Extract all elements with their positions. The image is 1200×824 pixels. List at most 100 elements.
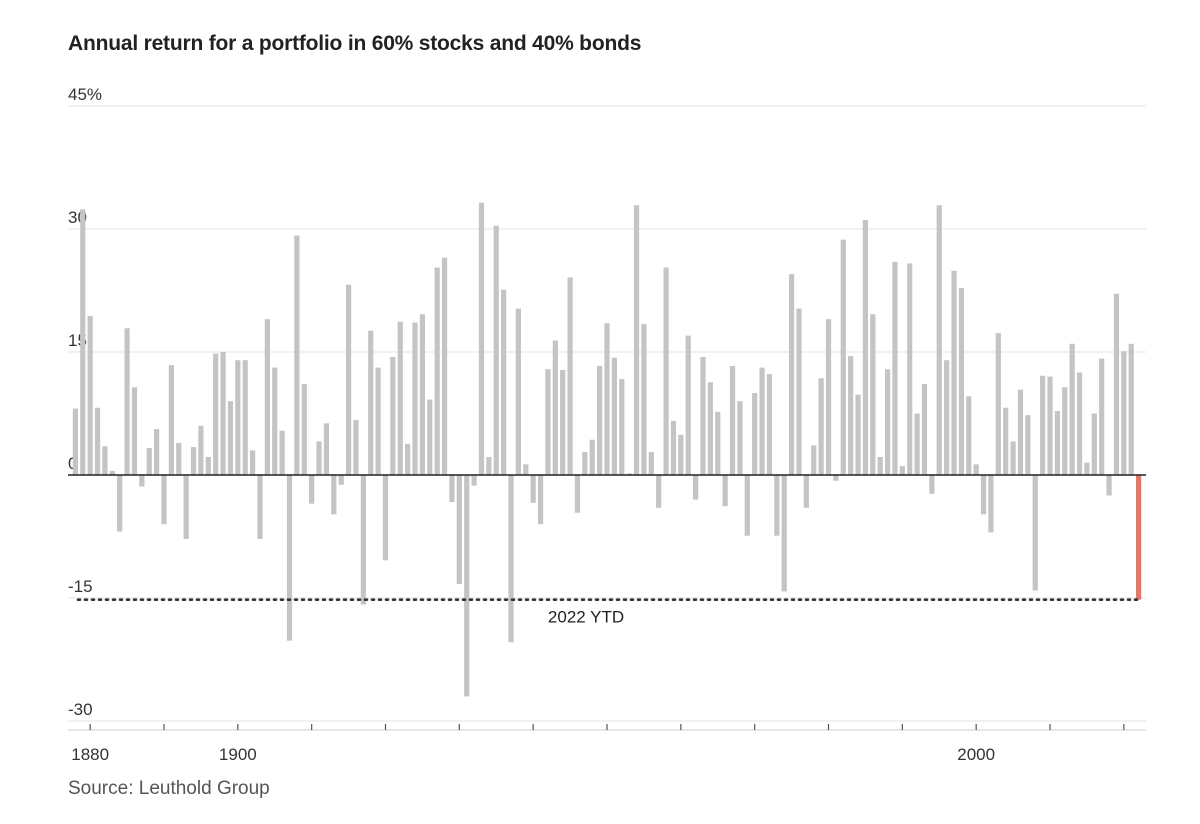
bar xyxy=(737,401,743,475)
bar xyxy=(434,267,440,475)
bar xyxy=(1113,293,1120,475)
bar xyxy=(944,360,950,475)
bar xyxy=(752,393,758,475)
x-tick-label: 1880 xyxy=(71,745,109,764)
bar xyxy=(825,319,832,475)
bar xyxy=(781,475,787,592)
bar xyxy=(907,263,913,475)
bar xyxy=(176,443,182,475)
bar xyxy=(545,369,551,475)
x-axis-labels: 1880 1900 2000 xyxy=(71,745,995,764)
reference-line-group: 2022 YTD xyxy=(76,598,1144,627)
bar xyxy=(72,408,78,475)
bar xyxy=(862,219,869,475)
bar xyxy=(515,308,521,475)
bar xyxy=(766,374,773,475)
bar xyxy=(929,475,935,494)
bar xyxy=(855,394,861,475)
bar xyxy=(892,261,898,475)
bar xyxy=(729,365,736,475)
bar xyxy=(456,475,462,585)
bar xyxy=(833,475,839,481)
bar xyxy=(427,399,433,475)
y-tick-label: 45% xyxy=(68,85,102,104)
bar xyxy=(619,379,625,475)
bar xyxy=(648,452,654,475)
bar xyxy=(279,430,285,475)
bar xyxy=(818,378,824,475)
bar xyxy=(744,475,750,536)
bar xyxy=(198,425,204,475)
bar xyxy=(589,439,595,475)
bar xyxy=(611,357,617,475)
bar xyxy=(183,475,189,539)
bar xyxy=(493,225,499,475)
bar xyxy=(242,360,248,475)
bar xyxy=(1069,343,1075,475)
bar xyxy=(523,464,529,475)
bar xyxy=(80,209,86,475)
bar xyxy=(345,284,352,475)
bar xyxy=(390,356,396,475)
bar xyxy=(626,473,632,475)
bar xyxy=(537,475,544,525)
bar xyxy=(294,235,300,475)
bar xyxy=(205,456,211,475)
bar xyxy=(715,411,721,475)
bar xyxy=(560,370,566,475)
bar xyxy=(693,475,699,500)
bar xyxy=(109,470,115,475)
bar xyxy=(117,475,123,532)
bar xyxy=(1054,411,1060,475)
bar xyxy=(707,382,713,475)
bar xyxy=(87,315,93,475)
bar xyxy=(774,475,780,536)
bar xyxy=(161,475,167,525)
bar xyxy=(131,387,138,475)
bar xyxy=(375,367,381,475)
bar xyxy=(840,239,846,475)
bar xyxy=(1010,441,1016,475)
bar xyxy=(190,447,197,475)
bar xyxy=(227,401,234,475)
bar xyxy=(567,277,573,475)
bar xyxy=(796,308,802,475)
bar xyxy=(848,356,854,475)
bar xyxy=(501,289,507,475)
bar xyxy=(552,340,558,475)
bar xyxy=(663,267,669,475)
bar xyxy=(331,475,337,515)
bar xyxy=(139,475,145,487)
bar xyxy=(449,475,455,503)
source-note: Source: Leuthold Group xyxy=(68,778,270,799)
bar xyxy=(884,369,891,475)
bar xyxy=(397,321,403,475)
bar xyxy=(220,352,226,475)
bar xyxy=(1032,475,1038,591)
bar xyxy=(1084,462,1090,475)
bar xyxy=(264,319,270,475)
bar xyxy=(316,441,322,475)
bar xyxy=(368,330,374,475)
bar xyxy=(338,475,344,485)
bar xyxy=(360,475,366,605)
reference-line-label: 2022 YTD xyxy=(548,608,624,627)
bar xyxy=(1091,413,1097,475)
y-tick-label: 0 xyxy=(68,454,77,473)
bar xyxy=(272,367,278,475)
bar xyxy=(1040,375,1046,475)
bar xyxy=(301,383,307,475)
bar xyxy=(958,288,965,475)
y-tick-label: -30 xyxy=(68,700,93,719)
bar xyxy=(722,475,728,507)
bar xyxy=(124,328,130,475)
bar xyxy=(604,323,610,475)
bar xyxy=(1076,372,1083,475)
bar-highlight xyxy=(1136,475,1142,600)
bar xyxy=(353,420,359,475)
bar xyxy=(700,356,706,475)
bar xyxy=(412,322,418,475)
bar xyxy=(213,353,219,475)
y-tick-label: -15 xyxy=(68,577,93,596)
bar xyxy=(1025,415,1031,475)
